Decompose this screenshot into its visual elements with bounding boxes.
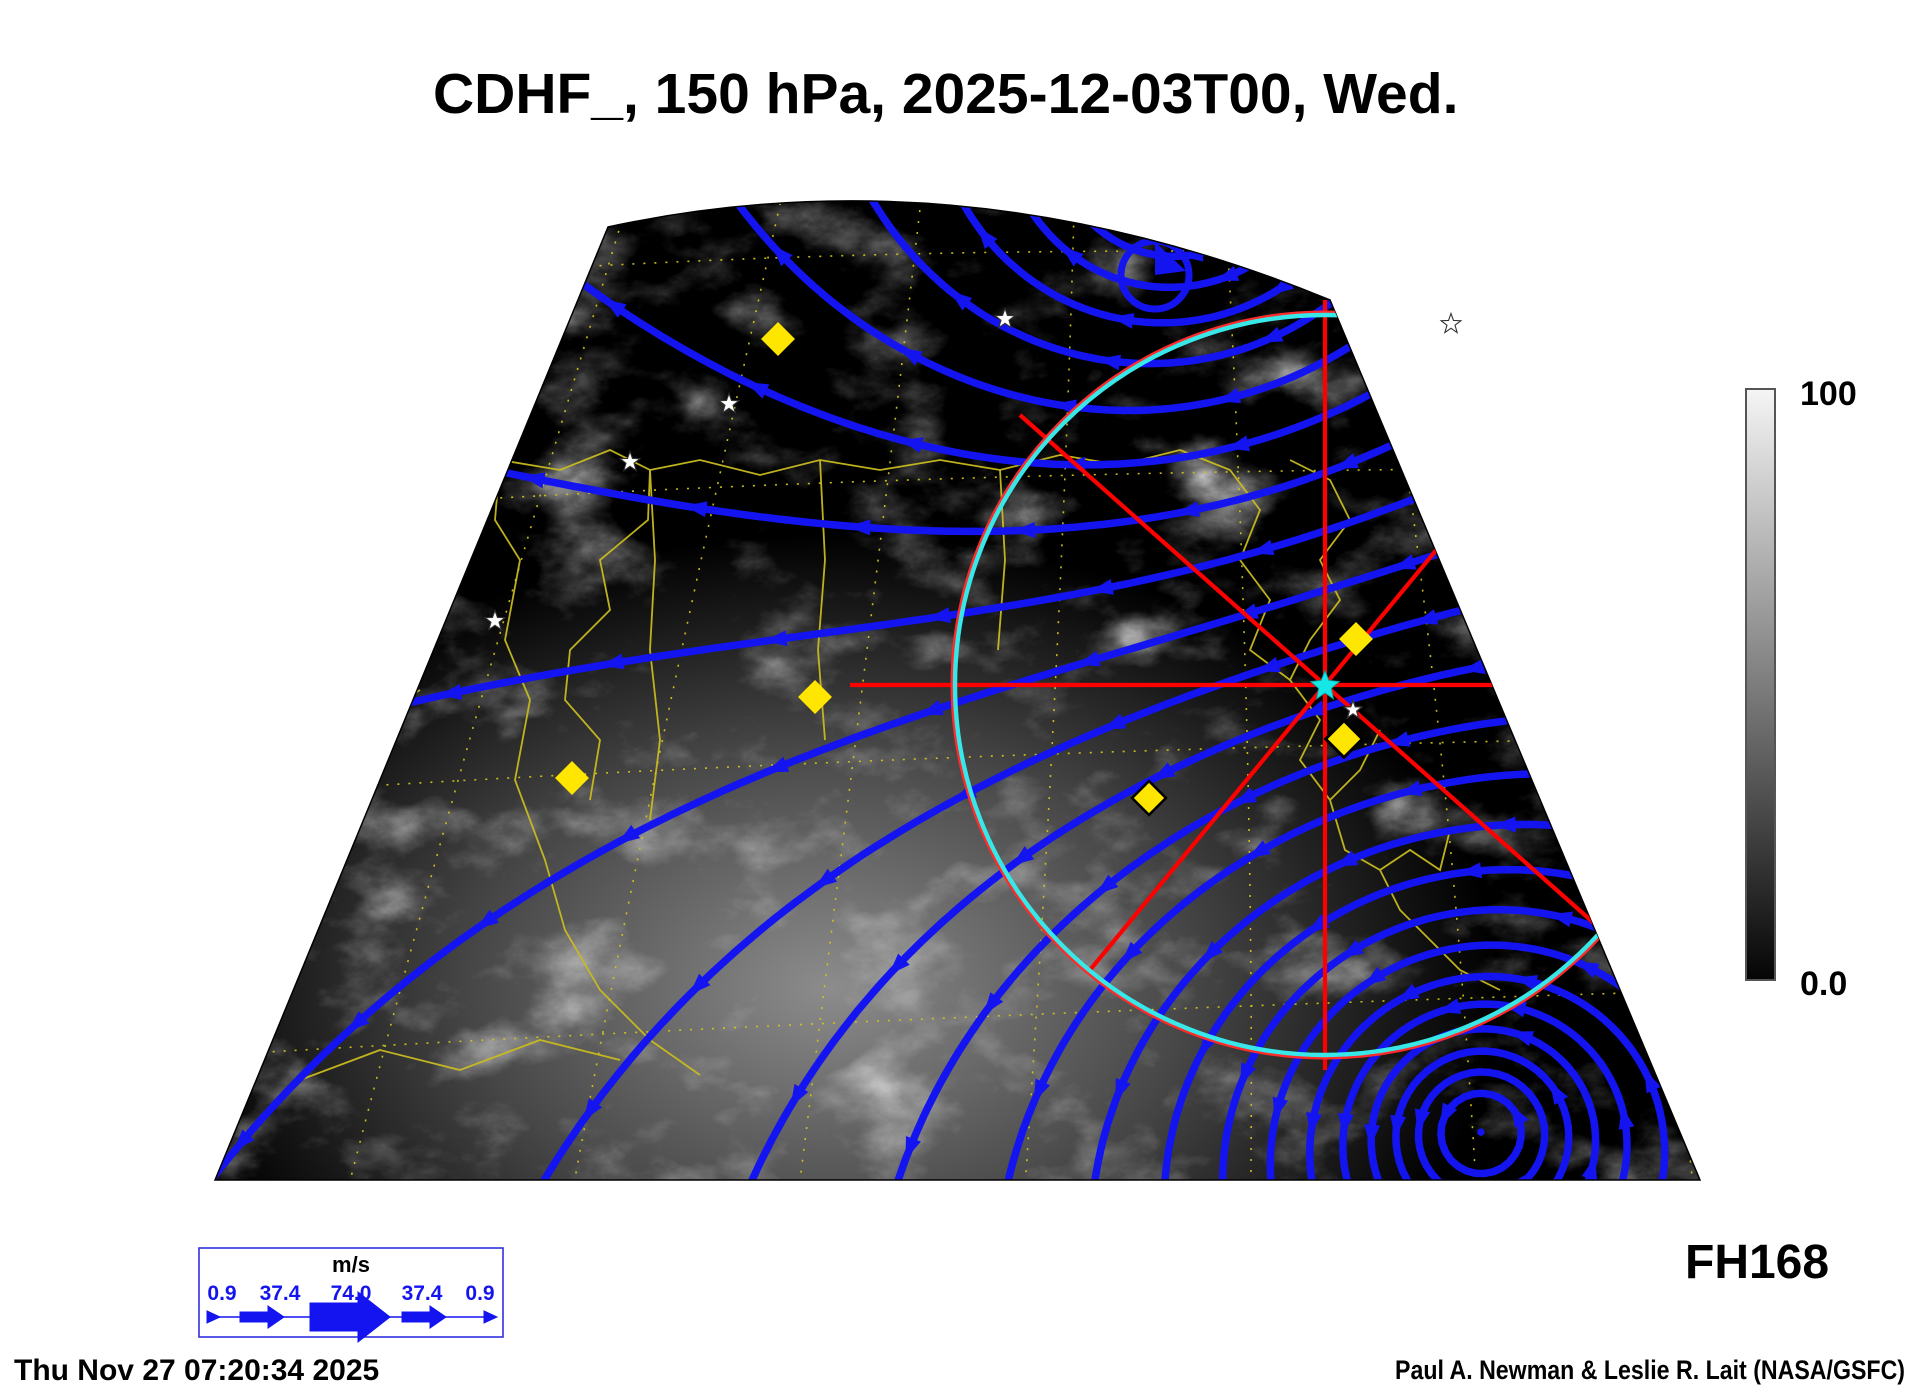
svg-text:FH168: FH168 xyxy=(1685,1236,1829,1289)
svg-text:CDHF_, 150 hPa, 2025-12-03T00,: CDHF_, 150 hPa, 2025-12-03T00, Wed. xyxy=(433,62,1458,126)
svg-text:100: 100 xyxy=(1800,375,1857,413)
svg-text:m/s: m/s xyxy=(332,1252,370,1277)
svg-text:37.4: 37.4 xyxy=(260,1282,301,1305)
svg-text:Thu Nov 27 07:20:34 2025: Thu Nov 27 07:20:34 2025 xyxy=(14,1354,379,1387)
svg-text:0.9: 0.9 xyxy=(465,1282,494,1305)
svg-text:Paul A. Newman & Leslie R. Lai: Paul A. Newman & Leslie R. Lait (NASA/GS… xyxy=(1395,1355,1905,1385)
svg-text:0.0: 0.0 xyxy=(1800,965,1847,1003)
svg-text:0.9: 0.9 xyxy=(207,1282,236,1305)
svg-text:37.4: 37.4 xyxy=(402,1282,443,1305)
